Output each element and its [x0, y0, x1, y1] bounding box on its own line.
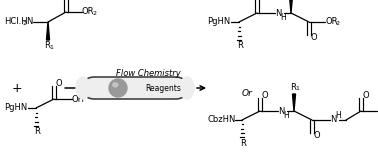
Text: N: N: [330, 116, 336, 125]
Polygon shape: [293, 94, 296, 111]
Text: N: N: [278, 106, 284, 116]
Text: O: O: [56, 79, 62, 88]
Text: 2: 2: [336, 21, 339, 26]
Text: O: O: [363, 90, 369, 99]
Text: R: R: [237, 42, 243, 51]
Text: R: R: [44, 42, 50, 51]
Polygon shape: [290, 0, 293, 13]
Text: 1: 1: [50, 45, 53, 50]
Text: OR: OR: [82, 7, 94, 16]
Text: Flow Chemistry: Flow Chemistry: [116, 68, 180, 77]
Ellipse shape: [180, 77, 194, 99]
Text: +: +: [12, 82, 23, 95]
Text: H: H: [280, 13, 286, 22]
Ellipse shape: [113, 83, 118, 87]
Text: Reagents: Reagents: [145, 84, 181, 93]
Text: N: N: [26, 17, 33, 27]
Text: O: O: [310, 34, 317, 43]
Text: O: O: [262, 90, 268, 99]
Text: Or: Or: [242, 89, 253, 97]
Text: OEt: OEt: [377, 106, 378, 116]
Ellipse shape: [109, 79, 127, 97]
Text: N: N: [275, 8, 281, 17]
FancyBboxPatch shape: [83, 77, 187, 99]
Text: 1: 1: [296, 86, 299, 91]
Text: 2: 2: [23, 21, 26, 26]
Text: O: O: [259, 0, 265, 1]
Text: OH: OH: [72, 95, 85, 104]
Text: O: O: [313, 132, 320, 141]
Text: PgHN: PgHN: [4, 104, 27, 112]
Text: CbzHN: CbzHN: [207, 116, 235, 125]
Text: OR: OR: [325, 17, 338, 27]
Text: R: R: [240, 139, 246, 148]
Text: H: H: [335, 111, 341, 120]
Text: R: R: [290, 82, 296, 91]
Text: R: R: [34, 127, 40, 136]
Text: HCl.H: HCl.H: [4, 17, 28, 27]
Text: H: H: [283, 111, 289, 119]
Text: PgHN: PgHN: [207, 17, 230, 27]
Ellipse shape: [76, 77, 90, 99]
Text: 2: 2: [93, 11, 96, 16]
Polygon shape: [46, 22, 50, 40]
